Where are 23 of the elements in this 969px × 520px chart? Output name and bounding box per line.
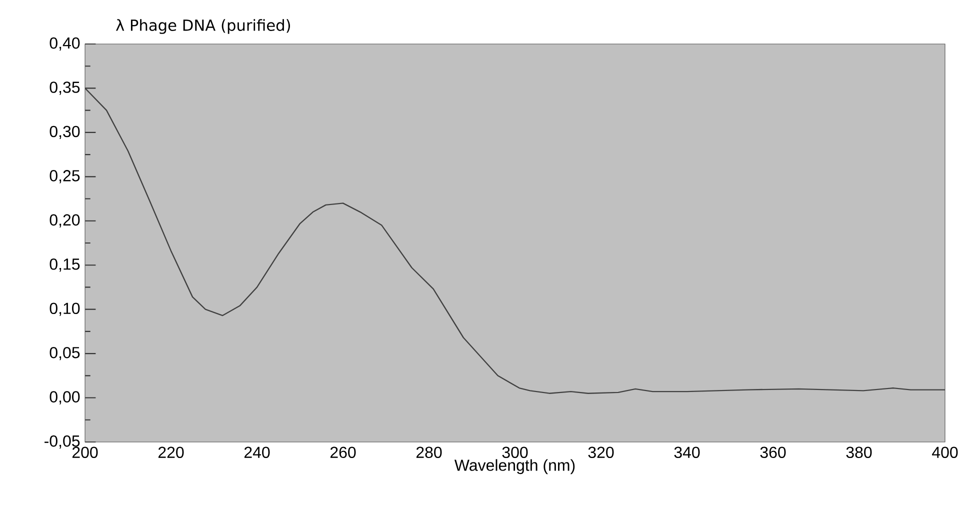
x-axis-title: Wavelength (nm) <box>454 459 575 474</box>
chart-title: λ Phage DNA (purified) <box>116 19 290 34</box>
x-tick-label: 260 <box>330 446 356 458</box>
y-tick-label: 0,40 <box>50 37 80 51</box>
y-tick-label: 0,10 <box>50 302 80 316</box>
y-tick-label: 0,05 <box>50 346 80 360</box>
x-tick-label: 300 <box>502 446 528 458</box>
x-tick-label: 200 <box>72 446 98 458</box>
x-tick-label: 400 <box>932 446 958 458</box>
x-tick-label: 360 <box>760 446 786 458</box>
y-tick-label: 0,15 <box>50 258 80 272</box>
x-tick-label: 380 <box>846 446 872 458</box>
y-tick-label: 0,25 <box>50 170 80 184</box>
x-tick-label: 240 <box>244 446 270 458</box>
y-tick-label: -0,05 <box>44 435 80 449</box>
y-tick-label: 0,20 <box>50 214 80 228</box>
x-tick-label: 280 <box>416 446 442 458</box>
x-tick-label: 340 <box>674 446 700 458</box>
x-tick-label: 320 <box>588 446 614 458</box>
y-tick-label: 0,30 <box>50 126 80 140</box>
y-tick-label: 0,35 <box>50 82 80 95</box>
y-tick-label: 0,00 <box>50 391 80 404</box>
x-tick-label: 220 <box>158 446 184 458</box>
